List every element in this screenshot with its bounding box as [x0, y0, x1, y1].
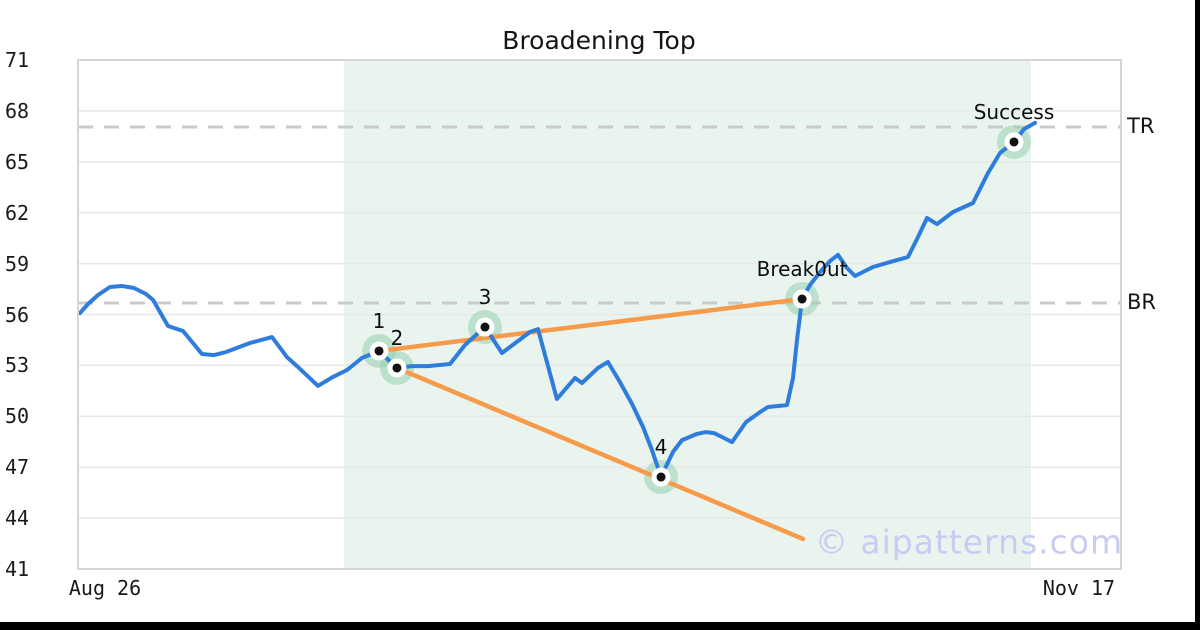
y-axis-tick-label-50: 50	[5, 404, 30, 429]
marker-dot-4	[656, 472, 666, 482]
y-axis-tick-label-59: 59	[5, 251, 30, 276]
y-axis-tick-label-56: 56	[5, 302, 30, 327]
level-label-BR: BR	[1127, 289, 1156, 314]
marker-dot-Break0ut	[797, 294, 807, 304]
marker-label-1: 1	[372, 308, 386, 333]
y-axis-tick-label-68: 68	[5, 98, 30, 123]
level-label-TR: TR	[1127, 114, 1155, 139]
x-axis-tick-label: Nov 17	[1042, 576, 1116, 600]
marker-label-Break0ut: Break0ut	[756, 257, 848, 282]
screen-edge-bar-right	[1195, 0, 1200, 630]
marker-dot-1	[374, 346, 384, 356]
plot-border	[77, 59, 1122, 570]
y-axis-tick-label-62: 62	[5, 200, 30, 225]
lower-broadening-trendline	[394, 365, 806, 542]
price-line	[78, 120, 1037, 479]
watermark: © aipatterns.com	[814, 522, 1124, 562]
y-axis-tick-label-44: 44	[5, 506, 30, 531]
marker-label-3: 3	[478, 285, 492, 310]
y-axis-tick-label-71: 71	[5, 48, 30, 72]
marker-label-2: 2	[390, 325, 404, 350]
x-axis-tick-label: Aug 26	[68, 576, 142, 600]
marker-dot-2	[392, 363, 402, 373]
marker-label-Success: Success	[973, 99, 1055, 124]
y-axis-tick-label-53: 53	[5, 353, 30, 378]
marker-dot-3	[480, 322, 490, 332]
marker-label-4: 4	[654, 435, 668, 460]
y-axis-tick-label-65: 65	[5, 149, 30, 174]
y-axis-tick-label-41: 41	[5, 557, 30, 581]
screen-edge-bar-bottom	[0, 622, 1200, 630]
upper-broadening-trendline	[376, 296, 805, 354]
marker-dot-Success	[1009, 137, 1019, 147]
chart-title: Broadening Top	[502, 26, 696, 55]
y-axis-tick-label-47: 47	[5, 455, 30, 480]
